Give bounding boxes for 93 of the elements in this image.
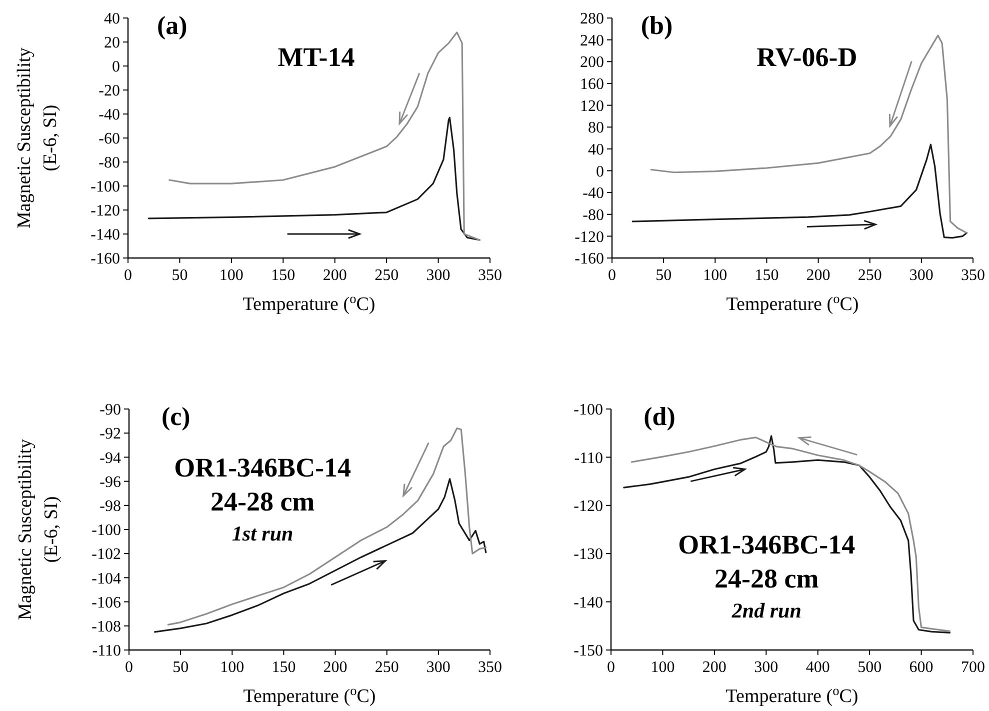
annotation: 24-28 cm: [714, 564, 820, 594]
y-tick-label: -96: [100, 474, 121, 491]
y-tick-label: 20: [104, 34, 120, 52]
x-tick-label: 300: [426, 267, 450, 284]
annotation: 1st run: [232, 521, 294, 546]
x-tick-label: 150: [754, 267, 779, 284]
y-tick-label: 120: [580, 98, 604, 115]
x-tick-label: 350: [478, 267, 502, 284]
line-series: [154, 478, 487, 633]
x-tick-label: 200: [323, 659, 348, 676]
y-tick-label: -80: [98, 154, 120, 172]
y-tick-label: -98: [100, 498, 121, 515]
y-tick-label: -40: [582, 185, 604, 202]
y-tick-label: -80: [582, 206, 604, 224]
y-tick-label: -100: [90, 178, 120, 196]
y-tick-label: -150: [574, 642, 603, 660]
y-tick-label: -106: [92, 594, 121, 612]
x-tick-label: 50: [172, 267, 188, 284]
y-tick-label: -140: [574, 594, 603, 612]
x-tick-label: 200: [806, 267, 830, 284]
x-tick-label: 200: [702, 659, 726, 676]
y-axis-title: Magnetic Susceptibility (E-6, SI): [14, 47, 61, 229]
annotation: OR1-346BC-14: [174, 452, 352, 482]
y-tick-label: -160: [574, 250, 604, 268]
x-tick-label: 700: [961, 659, 985, 676]
x-tick-label: 100: [650, 659, 675, 676]
y-tick-label: -160: [90, 250, 120, 268]
line-series: [632, 144, 968, 239]
y-tick-label: -20: [98, 82, 120, 100]
x-tick-label: 600: [909, 659, 934, 676]
y-tick-label: -92: [100, 426, 121, 443]
y-tick-label: 200: [580, 54, 604, 72]
x-tick-label: 100: [219, 267, 244, 284]
annotation: OR1-346BC-14: [678, 530, 856, 560]
x-tick-label: 250: [374, 659, 399, 676]
y-tick-label: -40: [98, 106, 120, 124]
x-axis-title: Temperature ($^{o}$C): [242, 290, 376, 315]
x-tick-label: 500: [858, 659, 882, 676]
y-tick-label: 240: [580, 32, 604, 50]
x-tick-label: 150: [272, 659, 296, 676]
x-tick-label: 0: [125, 659, 133, 676]
x-tick-label: 350: [961, 267, 985, 284]
x-axis-title: Temperature ($^{o}$C): [243, 682, 376, 707]
y-tick-label: 0: [112, 58, 120, 76]
line-series: [148, 116, 480, 241]
x-tick-label: 100: [220, 659, 244, 676]
annotation: 2nd run: [730, 598, 802, 623]
y-tick-label: -110: [574, 450, 603, 467]
y-tick-label: -140: [90, 226, 120, 244]
y-tick-label: 280: [580, 10, 604, 28]
y-axis-title: Magnetic Susceptibility (E-6, SI): [15, 438, 62, 620]
x-tick-label: 100: [703, 267, 728, 284]
y-tick-label: 40: [104, 10, 120, 28]
y-tick-label: -120: [574, 498, 603, 515]
x-tick-label: 350: [478, 659, 502, 676]
chart-title: (a): [156, 11, 188, 40]
y-tick-label: -108: [92, 618, 121, 636]
y-tick-label: -104: [92, 570, 121, 588]
x-axis-title: Temperature ($^{o}$C): [726, 682, 858, 707]
y-tick-label: -110: [92, 642, 121, 660]
x-tick-label: 50: [656, 267, 672, 284]
y-tick-label: -100: [92, 522, 121, 540]
y-tick-label: 80: [588, 120, 604, 137]
annotation: MT-14: [278, 42, 355, 72]
chart-title: (b): [640, 11, 673, 40]
y-tick-label: -94: [100, 450, 121, 467]
chart-title: (d): [644, 402, 676, 431]
annotation: 24-28 cm: [210, 486, 316, 516]
y-tick-label: 40: [588, 142, 604, 159]
x-tick-label: 150: [271, 267, 296, 284]
x-tick-label: 50: [172, 659, 189, 676]
y-tick-label: 0: [596, 163, 604, 180]
x-tick-label: 300: [909, 267, 934, 284]
y-tick-label: -60: [98, 130, 120, 148]
y-tick-label: 160: [580, 76, 604, 94]
y-tick-label: -120: [90, 202, 120, 220]
y-tick-label: -90: [100, 402, 121, 419]
x-axis-title: Temperature ($^{o}$C): [726, 290, 859, 315]
x-tick-label: 300: [426, 659, 450, 676]
y-tick-label: -100: [574, 402, 603, 419]
x-tick-label: 0: [124, 267, 132, 284]
x-tick-label: 250: [374, 267, 399, 284]
x-tick-label: 300: [754, 659, 778, 676]
x-tick-label: 400: [806, 659, 830, 676]
y-tick-label: -120: [574, 228, 604, 246]
chart-title: (c): [161, 402, 190, 431]
y-tick-label: -130: [574, 546, 603, 564]
y-tick-label: -102: [92, 546, 121, 564]
x-tick-label: 250: [858, 267, 882, 284]
x-tick-label: 200: [322, 267, 347, 284]
annotation: RV-06-D: [756, 42, 858, 72]
x-tick-label: 0: [607, 659, 615, 676]
x-tick-label: 0: [608, 267, 616, 284]
